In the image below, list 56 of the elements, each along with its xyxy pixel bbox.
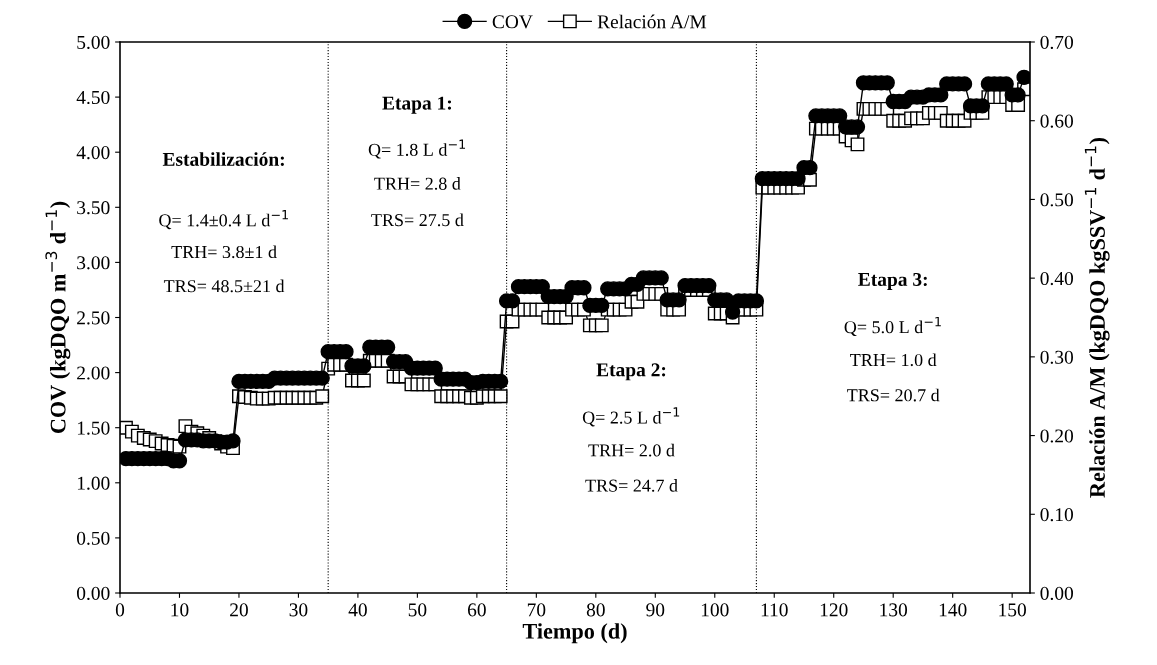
x-axis-title: Tiempo (d) bbox=[522, 623, 627, 644]
y2-axis-title: Relación A/M (kgDQO kgSSV$^{−1}$ d$^{−1}$) bbox=[1084, 137, 1110, 498]
x-tick-label: 10 bbox=[171, 603, 189, 617]
x-tick-label: 20 bbox=[230, 603, 248, 617]
x-tick-label: 30 bbox=[289, 603, 308, 617]
annotation: TRH= 3.8±1 d bbox=[171, 245, 277, 259]
y-tick-label: 2.50 bbox=[77, 311, 110, 325]
annotation: Etapa 3: bbox=[858, 272, 927, 290]
y2-tick-label: 0.20 bbox=[1040, 429, 1074, 443]
y-tick-label: 2.00 bbox=[77, 366, 110, 380]
annotation: Etapa 1: bbox=[382, 96, 452, 114]
annotation: TRS= 20.7 d bbox=[847, 388, 940, 402]
annotation: Etapa 2: bbox=[596, 363, 666, 381]
y2-tick-label: 0.30 bbox=[1040, 350, 1074, 364]
x-tick-label: 140 bbox=[939, 603, 967, 617]
legend-label: COV bbox=[492, 15, 533, 29]
annotation: Q= 5.0 L d$^{−1}$ bbox=[844, 316, 941, 337]
annotation: TRH= 2.0 d bbox=[588, 443, 675, 457]
x-tick-label: 60 bbox=[467, 603, 486, 617]
y2-tick-label: 0.50 bbox=[1040, 193, 1074, 207]
legend-label: Relación A/M bbox=[597, 14, 707, 29]
annotation: TRS= 24.7 d bbox=[585, 479, 678, 492]
annotation: Estabilización: bbox=[162, 152, 284, 166]
annotation: TRS= 27.5 d bbox=[371, 213, 464, 227]
x-tick-label: 0 bbox=[115, 603, 125, 617]
y-tick-label: 0.50 bbox=[76, 531, 110, 545]
y2-tick-label: 0.00 bbox=[1040, 586, 1074, 601]
x-tick-label: 40 bbox=[348, 603, 367, 617]
x-tick-label: 90 bbox=[646, 603, 665, 617]
y2-tick-label: 0.60 bbox=[1040, 114, 1074, 128]
x-tick-label: 100 bbox=[701, 603, 729, 617]
x-tick-label: 70 bbox=[527, 603, 546, 617]
x-tick-label: 50 bbox=[408, 603, 427, 617]
y2-tick-label: 0.70 bbox=[1040, 35, 1074, 50]
y-tick-label: 4.50 bbox=[76, 90, 110, 105]
x-tick-label: 130 bbox=[880, 603, 908, 617]
annotation: Q= 2.5 L d$^{−1}$ bbox=[582, 407, 680, 427]
y-tick-label: 5.00 bbox=[77, 35, 110, 50]
y-tick-label: 1.50 bbox=[77, 421, 110, 435]
annotation: TRS= 48.5±21 d bbox=[163, 279, 285, 293]
annotation: Q= 1.4±0.4 L d$^{−1}$ bbox=[159, 210, 288, 230]
x-tick-label: 80 bbox=[586, 603, 605, 617]
y-axis-title: COV (kgDQO m$^{−3}$ d$^{−1}$) bbox=[45, 201, 71, 434]
annotation: TRH= 2.8 d bbox=[374, 177, 461, 190]
x-tick-label: 120 bbox=[820, 603, 848, 617]
y-tick-label: 0.00 bbox=[76, 586, 110, 601]
y-tick-label: 1.00 bbox=[77, 476, 110, 490]
y-tick-label: 3.00 bbox=[77, 256, 110, 270]
x-tick-label: 110 bbox=[761, 603, 788, 617]
y2-tick-label: 0.10 bbox=[1040, 508, 1074, 522]
x-tick-label: 150 bbox=[999, 603, 1026, 617]
y-tick-label: 3.50 bbox=[77, 201, 110, 215]
y-tick-label: 4.00 bbox=[76, 146, 110, 160]
y2-tick-label: 0.40 bbox=[1040, 271, 1074, 286]
annotation: Q= 1.8 L d$^{−1}$ bbox=[368, 139, 466, 159]
annotation: TRH= 1.0 d bbox=[850, 353, 937, 367]
